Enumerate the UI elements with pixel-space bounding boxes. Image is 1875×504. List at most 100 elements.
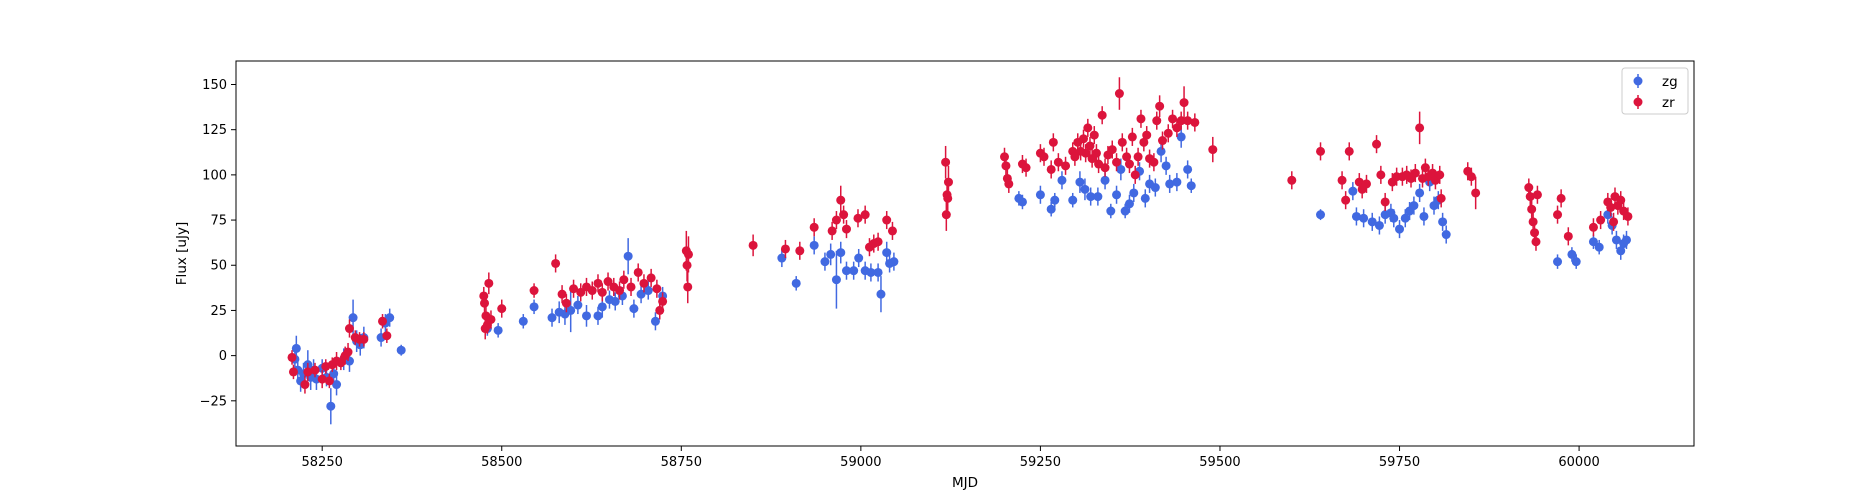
data-point-zr bbox=[1609, 212, 1619, 231]
x-tick-label: 59250 bbox=[1020, 455, 1061, 470]
data-point-zr bbox=[1158, 131, 1168, 150]
marker-zg bbox=[1075, 177, 1085, 187]
marker-zg bbox=[791, 278, 801, 288]
data-point-zg bbox=[1441, 225, 1451, 244]
marker-zg bbox=[566, 305, 576, 315]
data-point-zg bbox=[1183, 160, 1193, 179]
data-point-zr bbox=[1436, 189, 1446, 208]
data-point-zr bbox=[1089, 126, 1099, 145]
marker-zg bbox=[841, 266, 851, 276]
data-point-zr bbox=[1556, 189, 1566, 208]
data-point-zg bbox=[1415, 183, 1425, 202]
data-point-zr bbox=[1341, 191, 1351, 210]
data-point-zr bbox=[1155, 95, 1165, 118]
marker-zg bbox=[1050, 195, 1060, 205]
marker-zr bbox=[480, 298, 490, 308]
marker-zg bbox=[1588, 237, 1598, 247]
marker-zg bbox=[831, 275, 841, 285]
data-point-zg bbox=[1017, 194, 1027, 210]
marker-zr bbox=[336, 358, 346, 368]
data-point-zg bbox=[836, 241, 846, 264]
data-point-zr bbox=[561, 294, 571, 313]
data-point-zr bbox=[1410, 164, 1420, 183]
data-point-zg bbox=[876, 276, 886, 313]
marker-zr bbox=[1083, 123, 1093, 133]
marker-zg bbox=[529, 302, 539, 312]
marker-zg bbox=[1035, 190, 1045, 200]
marker-zr bbox=[683, 282, 693, 292]
data-point-zr bbox=[1083, 118, 1093, 137]
data-point-zg bbox=[791, 276, 801, 291]
data-point-zg bbox=[809, 236, 819, 255]
data-point-zg bbox=[1106, 203, 1116, 219]
x-tick-label: 58500 bbox=[481, 455, 522, 470]
marker-zr bbox=[626, 282, 636, 292]
data-point-zr bbox=[1190, 113, 1200, 132]
data-point-zg bbox=[1351, 207, 1361, 226]
data-point-zr bbox=[1183, 111, 1193, 130]
data-point-zg bbox=[1374, 216, 1384, 235]
marker-zr bbox=[1436, 193, 1446, 203]
marker-zr bbox=[576, 287, 586, 297]
marker-zr bbox=[317, 374, 327, 384]
data-point-zr bbox=[831, 211, 841, 230]
marker-zg bbox=[820, 257, 830, 267]
marker-zg bbox=[876, 289, 886, 299]
data-point-zr bbox=[1344, 142, 1354, 161]
data-point-zr bbox=[1527, 200, 1537, 219]
marker-zr bbox=[1623, 211, 1633, 221]
marker-zg bbox=[291, 343, 301, 353]
marker-zr bbox=[529, 286, 539, 296]
marker-zr bbox=[303, 367, 313, 377]
marker-zr bbox=[1048, 137, 1058, 147]
marker-zr bbox=[1089, 130, 1099, 140]
data-point-zr bbox=[587, 281, 597, 300]
data-point-zg bbox=[629, 299, 639, 318]
marker-zr bbox=[652, 284, 662, 294]
data-point-zr bbox=[303, 362, 313, 381]
data-point-zr bbox=[809, 218, 819, 237]
data-point-zr bbox=[887, 221, 897, 240]
marker-zg bbox=[1124, 199, 1134, 209]
data-point-zr bbox=[1337, 171, 1347, 190]
data-point-zg bbox=[326, 388, 336, 425]
marker-zg bbox=[1571, 257, 1581, 267]
marker-zr bbox=[1530, 228, 1540, 238]
data-point-zr bbox=[1021, 158, 1031, 177]
marker-zr bbox=[1466, 172, 1476, 182]
marker-zr bbox=[639, 278, 649, 288]
data-point-zr bbox=[603, 272, 613, 291]
marker-zr bbox=[1070, 152, 1080, 162]
marker-zr bbox=[587, 286, 597, 296]
marker-zg bbox=[1395, 224, 1405, 234]
data-point-zr bbox=[1149, 153, 1159, 172]
marker-zg bbox=[1316, 210, 1326, 220]
data-point-zg bbox=[1140, 189, 1150, 208]
data-point-zr bbox=[683, 236, 693, 273]
marker-zr bbox=[1114, 89, 1124, 99]
marker-zg bbox=[1438, 217, 1448, 227]
data-point-zg bbox=[1050, 192, 1060, 208]
marker-zr bbox=[1001, 161, 1011, 171]
data-point-zg bbox=[566, 288, 576, 333]
marker-zr bbox=[1524, 183, 1534, 193]
data-point-zr bbox=[626, 277, 636, 296]
marker-zr bbox=[1046, 164, 1056, 174]
data-point-zg bbox=[650, 312, 660, 331]
marker-zr bbox=[1415, 123, 1425, 133]
marker-zr bbox=[943, 177, 953, 187]
marker-zg bbox=[332, 380, 342, 390]
data-point-zg bbox=[1409, 196, 1419, 215]
y-tick-label: 150 bbox=[202, 78, 227, 93]
data-point-zg bbox=[1112, 185, 1122, 204]
data-point-zg bbox=[1046, 201, 1056, 217]
plot-area-frame bbox=[235, 60, 1695, 447]
data-point-zr bbox=[1563, 227, 1573, 246]
marker-zg bbox=[1389, 213, 1399, 223]
marker-zr bbox=[1528, 217, 1538, 227]
marker-zg bbox=[1165, 179, 1175, 189]
data-point-zg bbox=[1438, 212, 1448, 231]
marker-zg bbox=[629, 304, 639, 314]
marker-zr bbox=[941, 157, 951, 167]
